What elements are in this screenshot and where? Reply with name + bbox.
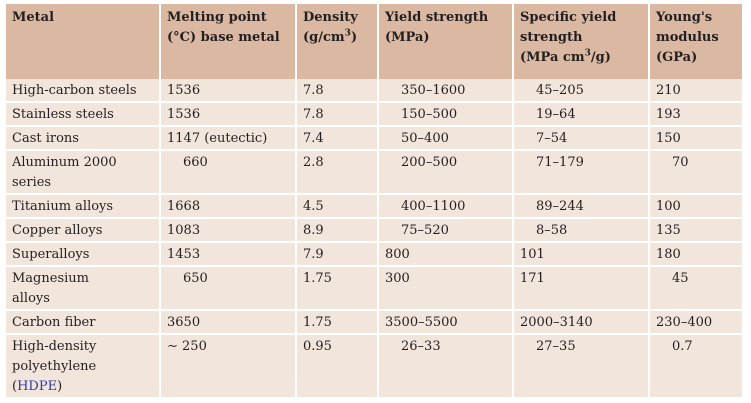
table-row: Superalloys 1453 7.9 800 101 180 bbox=[6, 242, 742, 267]
cell-density: 7.9 bbox=[296, 242, 379, 267]
cell-yield: 50–400 bbox=[378, 126, 514, 151]
table-row: Stainless steels 1536 7.8 150–500 19–64 … bbox=[6, 102, 742, 127]
table-row: High-carbon steels 1536 7.8 350–1600 45–… bbox=[6, 79, 742, 103]
table-row: Copper alloys 1083 8.9 75–520 8–58 135 bbox=[6, 218, 742, 243]
cell-melting: 1536 bbox=[160, 102, 297, 127]
cell-metal: Magnesium alloys bbox=[6, 266, 161, 311]
cell-yield: 800 bbox=[378, 242, 514, 267]
header-yield-strength: Yield strength (MPa) bbox=[378, 4, 514, 79]
cell-melting: 1147 (eutectic) bbox=[160, 126, 297, 151]
cell-density: 7.8 bbox=[296, 79, 379, 103]
cell-melting: 1453 bbox=[160, 242, 297, 267]
cell-melting: 3650 bbox=[160, 310, 297, 335]
cell-density: 8.9 bbox=[296, 218, 379, 243]
cell-yield: 350–1600 bbox=[378, 79, 514, 103]
cell-melting: ∼ 250 bbox=[160, 334, 297, 399]
cell-metal: Titanium alloys bbox=[6, 194, 161, 219]
cell-density: 4.5 bbox=[296, 194, 379, 219]
header-row: Metal Melting point (°C) base metal Densi… bbox=[6, 4, 742, 79]
table-row: Titanium alloys 1668 4.5 400–1100 89–244… bbox=[6, 194, 742, 219]
cell-density: 7.8 bbox=[296, 102, 379, 127]
cell-specific: 89–244 bbox=[513, 194, 650, 219]
hdpe-link[interactable]: HDPE bbox=[17, 379, 58, 394]
cell-melting: 1083 bbox=[160, 218, 297, 243]
metal-properties-table: Metal Melting point (°C) base metal Densi… bbox=[6, 4, 742, 399]
table-row: Magnesium alloys 650 1.75 300 171 45 bbox=[6, 266, 742, 311]
cell-specific: 101 bbox=[513, 242, 650, 267]
table-row: Cast irons 1147 (eutectic) 7.4 50–400 7–… bbox=[6, 126, 742, 151]
header-density: Density (g/cm3) bbox=[296, 4, 379, 79]
cell-metal: Superalloys bbox=[6, 242, 161, 267]
cell-specific: 27–35 bbox=[513, 334, 650, 399]
header-metal: Metal bbox=[6, 4, 161, 79]
cell-young: 0.7 bbox=[649, 334, 742, 399]
cell-yield: 150–500 bbox=[378, 102, 514, 127]
cell-yield: 200–500 bbox=[378, 150, 514, 195]
cell-young: 210 bbox=[649, 79, 742, 103]
cell-yield: 75–520 bbox=[378, 218, 514, 243]
table-row: Carbon fiber 3650 1.75 3500–5500 2000–31… bbox=[6, 310, 742, 335]
cell-density: 0.95 bbox=[296, 334, 379, 399]
cell-melting: 660 bbox=[160, 150, 297, 195]
cell-young: 150 bbox=[649, 126, 742, 151]
table-row: High-density polyethylene (HDPE) ∼ 250 0.9… bbox=[6, 334, 742, 399]
cell-density: 1.75 bbox=[296, 266, 379, 311]
cell-yield: 3500–5500 bbox=[378, 310, 514, 335]
table-row: Aluminum 2000 series 660 2.8 200–500 71–1… bbox=[6, 150, 742, 195]
cell-yield: 26–33 bbox=[378, 334, 514, 399]
cell-young: 193 bbox=[649, 102, 742, 127]
cell-density: 7.4 bbox=[296, 126, 379, 151]
cell-metal: High-density polyethylene (HDPE) bbox=[6, 334, 161, 399]
cell-metal: Aluminum 2000 series bbox=[6, 150, 161, 195]
cell-metal: Stainless steels bbox=[6, 102, 161, 127]
cell-young: 70 bbox=[649, 150, 742, 195]
cell-young: 45 bbox=[649, 266, 742, 311]
cell-specific: 7–54 bbox=[513, 126, 650, 151]
cell-young: 180 bbox=[649, 242, 742, 267]
cell-young: 100 bbox=[649, 194, 742, 219]
cell-specific: 71–179 bbox=[513, 150, 650, 195]
cell-melting: 1668 bbox=[160, 194, 297, 219]
cell-specific: 2000–3140 bbox=[513, 310, 650, 335]
cell-specific: 8–58 bbox=[513, 218, 650, 243]
cell-young: 230–400 bbox=[649, 310, 742, 335]
cell-metal: High-carbon steels bbox=[6, 79, 161, 103]
cell-melting: 650 bbox=[160, 266, 297, 311]
header-youngs-modulus: Young's modulus (GPa) bbox=[649, 4, 742, 79]
cell-density: 2.8 bbox=[296, 150, 379, 195]
header-specific-yield-strength: Specific yield strength (MPa cm3/g) bbox=[513, 4, 650, 79]
cell-metal: Carbon fiber bbox=[6, 310, 161, 335]
cell-density: 1.75 bbox=[296, 310, 379, 335]
cell-young: 135 bbox=[649, 218, 742, 243]
cell-metal: Copper alloys bbox=[6, 218, 161, 243]
cell-yield: 300 bbox=[378, 266, 514, 311]
cell-specific: 19–64 bbox=[513, 102, 650, 127]
cell-specific: 45–205 bbox=[513, 79, 650, 103]
header-melting-point: Melting point (°C) base metal bbox=[160, 4, 297, 79]
cell-yield: 400–1100 bbox=[378, 194, 514, 219]
cell-melting: 1536 bbox=[160, 79, 297, 103]
cell-metal: Cast irons bbox=[6, 126, 161, 151]
cell-specific: 171 bbox=[513, 266, 650, 311]
